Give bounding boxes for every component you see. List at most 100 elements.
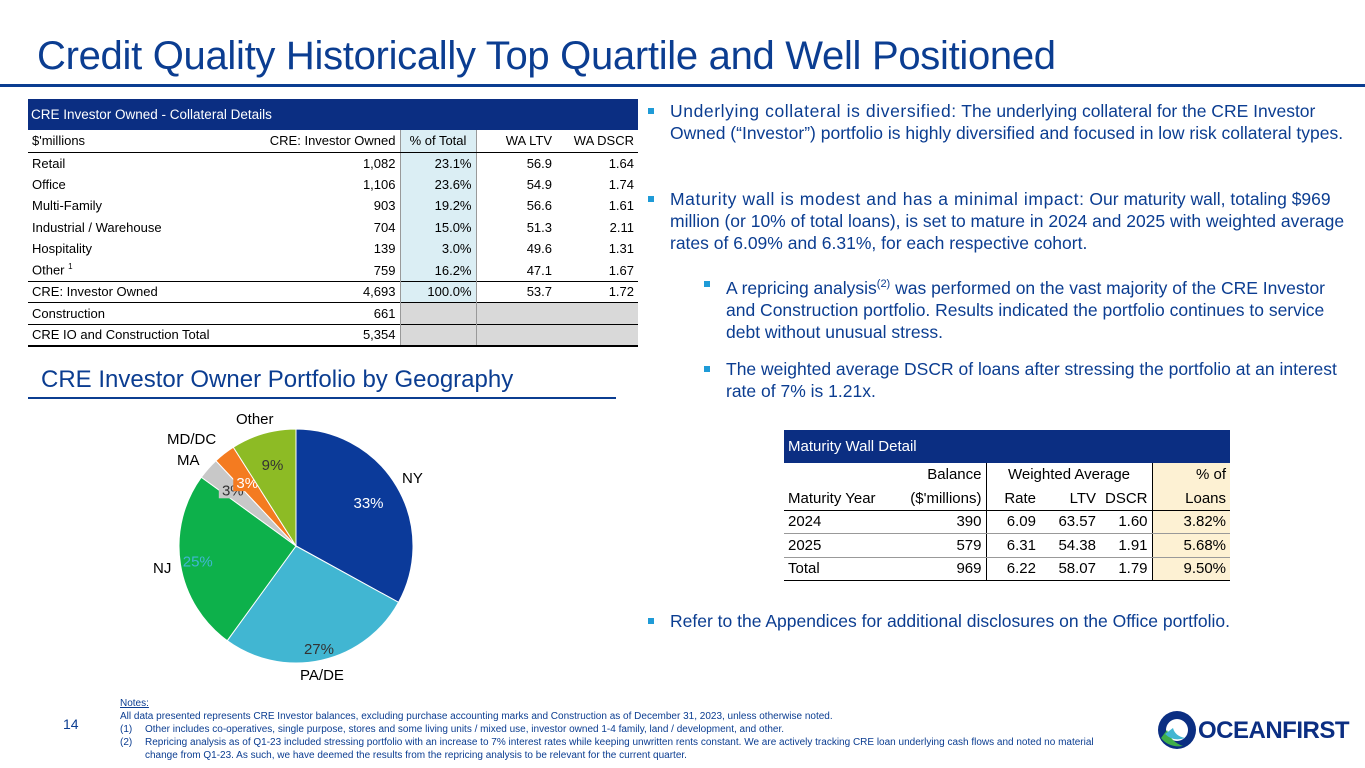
bullet-text: Refer to the Appendices for additional d…: [670, 611, 1231, 631]
table-row: Industrial / Warehouse 704 15.0% 51.3 2.…: [28, 216, 638, 238]
total-row: Total 969 6.22 58.07 1.79 9.50%: [784, 557, 1231, 581]
row-amount: 139: [373, 241, 396, 257]
blank-cell: [399, 323, 477, 347]
row-label: CRE IO and Construction Total: [28, 323, 210, 347]
note-1: (1) Other includes co-operatives, single …: [120, 723, 1120, 736]
table-row: Retail 1,082 23.1% 56.9 1.64: [28, 152, 638, 174]
row-balance: 390: [894, 510, 986, 534]
bullet-dscr: The weighted average DSCR of loans after…: [704, 358, 1358, 402]
col-millions: $'millions: [28, 130, 198, 153]
row-ltv: 56.9: [526, 155, 552, 171]
row-amount: 903: [373, 198, 396, 214]
row-dscr: 1.74: [608, 176, 634, 192]
pie-data-label: 3%: [236, 475, 258, 492]
table-row: 2025 579 6.31 54.38 1.91 5.68%: [784, 533, 1231, 558]
row-amount: 1,106: [362, 176, 396, 192]
row-amount: 5,354: [198, 323, 400, 347]
row-ltv: 54.38: [1040, 533, 1100, 558]
row-pct: 100.0%: [399, 280, 477, 303]
row-year: 2025: [784, 533, 894, 558]
row-year: 2024: [784, 510, 894, 534]
bullet-text: A repricing analysis: [726, 277, 877, 298]
bullet-text: The underlying collateral for the CRE In…: [670, 101, 1344, 143]
pie-data-label: 9%: [262, 457, 284, 474]
bullet-lead: Underlying collateral is diversified:: [670, 101, 957, 121]
row-ltv: 51.3: [526, 219, 552, 235]
col-balance: ($'millions): [894, 486, 986, 511]
bullet-marker-icon: [704, 366, 710, 372]
bullet-maturity: Maturity wall is modest and has a minima…: [648, 188, 1358, 254]
row-rate: 6.09: [985, 510, 1040, 534]
row-dscr: 1.91: [1100, 533, 1153, 558]
row-ltv: 58.07: [1040, 557, 1100, 581]
pie-data-label: 33%: [353, 495, 383, 512]
col-maturity-year: Maturity Year: [784, 486, 894, 511]
row-label: Industrial / Warehouse: [32, 219, 162, 235]
blank-cell: [784, 463, 894, 487]
row-label: Retail: [32, 155, 66, 171]
row-label: Other 1: [28, 260, 198, 282]
table-row: 2024 390 6.09 63.57 1.60 3.82%: [784, 510, 1231, 534]
col-loans: Loans: [1151, 486, 1231, 511]
row-year: Total: [784, 557, 894, 581]
page-title: Credit Quality Historically Top Quartile…: [37, 34, 1056, 78]
oceanfirst-logo-icon: [1158, 711, 1196, 749]
row-loans: 3.82%: [1151, 510, 1231, 534]
row-dscr: 1.31: [608, 241, 634, 257]
col-pct-total: % of Total: [399, 130, 477, 153]
pie-data-label: 27%: [304, 641, 334, 658]
row-pct: 3.0%: [399, 238, 477, 260]
row-label: Construction: [28, 302, 198, 324]
pie-data-label: 25%: [183, 554, 213, 571]
row-amount: 704: [373, 219, 396, 235]
row-balance: 969: [894, 557, 986, 581]
note-key: (1): [120, 724, 133, 735]
row-pct: 23.6%: [399, 173, 477, 195]
row-ltv: 49.6: [526, 241, 552, 257]
row-rate: 6.31: [985, 533, 1040, 558]
col-dscr: DSCR: [1100, 486, 1153, 511]
footnotes: Notes: All data presented represents CRE…: [120, 697, 1120, 762]
geography-chart-title: CRE Investor Owner Portfolio by Geograph…: [41, 366, 514, 393]
blank-cell: [476, 323, 638, 347]
geography-divider: [28, 397, 616, 399]
row-loans: 5.68%: [1151, 533, 1231, 558]
pie-slice-ny: [295, 428, 414, 604]
title-divider: [0, 84, 1365, 87]
note-line: All data presented represents CRE Invest…: [120, 711, 833, 722]
table-row: Hospitality 139 3.0% 49.6 1.31: [28, 238, 638, 260]
maturity-table-header: Maturity Wall Detail: [784, 430, 1230, 463]
maturity-header-row-1: Balance Weighted Average % of: [784, 463, 1231, 487]
col-investor-owned: CRE: Investor Owned: [198, 130, 400, 153]
total-row: CRE: Investor Owned 4,693 100.0% 53.7 1.…: [28, 280, 638, 303]
bullet-lead: Maturity wall is modest and has a minima…: [670, 189, 1085, 209]
row-dscr: 1.67: [608, 262, 634, 278]
pie-slice-nj: [178, 476, 297, 642]
pie-category-label: PA/DE: [300, 667, 344, 684]
pie-category-label: Other: [236, 411, 274, 428]
pie-svg: 33%27%25%3%3%9%: [178, 428, 414, 664]
pie-slice-other: [232, 428, 297, 548]
pie-category-label: NJ: [153, 560, 172, 577]
note-text: Other includes co-operatives, single pur…: [145, 724, 785, 735]
row-pct: 23.1%: [399, 152, 477, 174]
cre-table-header: CRE Investor Owned - Collateral Details: [28, 99, 638, 130]
row-dscr: 1.64: [608, 155, 634, 171]
pie-slice-pa-de: [226, 545, 400, 664]
row-ltv: 56.6: [526, 198, 552, 214]
notes-heading: Notes:: [120, 698, 149, 709]
row-dscr: 1.61: [608, 198, 634, 214]
row-balance: 579: [894, 533, 986, 558]
col-pct-top: % of: [1151, 463, 1231, 487]
pie-category-label: MD/DC: [167, 431, 217, 448]
table-row: Office 1,106 23.6% 54.9 1.74: [28, 173, 638, 195]
row-ltv: 54.9: [526, 176, 552, 192]
footnote-marker: 1: [68, 262, 73, 272]
row-pct: 19.2%: [399, 195, 477, 217]
blank-cell: [399, 302, 477, 324]
row-amount: 4,693: [198, 280, 400, 303]
bullet-text: The weighted average DSCR of loans after…: [726, 359, 1337, 401]
note-key: (2): [120, 737, 133, 748]
row-rate: 6.22: [985, 557, 1040, 581]
col-balance-top: Balance: [927, 466, 982, 484]
